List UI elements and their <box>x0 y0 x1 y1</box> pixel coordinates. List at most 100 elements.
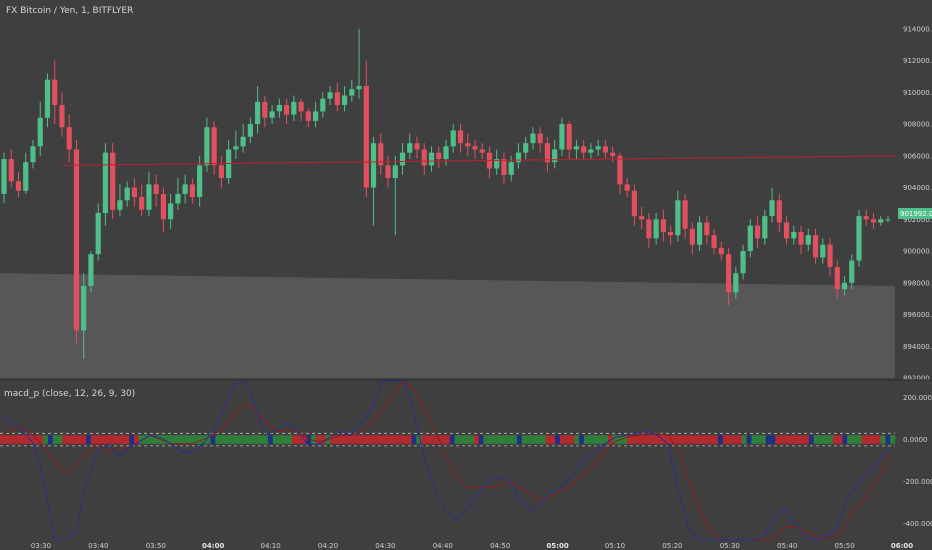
strip-segment <box>368 435 374 444</box>
price-tick-label: 914000.00 <box>903 25 932 33</box>
candle-down <box>59 105 65 128</box>
strip-segment <box>799 435 805 444</box>
strip-segment <box>330 435 336 444</box>
price-tick-label: 894000.00 <box>903 343 932 351</box>
strip-segment <box>492 435 499 444</box>
strip-segment <box>847 435 853 444</box>
time-tick-label: 03:40 <box>88 542 108 550</box>
strip-segment <box>693 435 700 444</box>
strip-segment <box>129 435 135 444</box>
strip-segment <box>71 435 77 444</box>
strip-segment <box>885 435 891 444</box>
strip-segment <box>387 435 393 444</box>
strip-segment <box>105 435 111 444</box>
time-tick-label: 04:40 <box>433 542 453 550</box>
strip-segment <box>23 435 30 444</box>
time-tick-label: 04:00 <box>202 542 224 550</box>
strip-segment <box>19 435 25 444</box>
strip-segment <box>153 435 159 444</box>
time-tick-label: 05:20 <box>662 542 682 550</box>
strip-segment <box>272 435 278 444</box>
strip-segment <box>851 435 858 444</box>
strip-segment <box>607 435 613 444</box>
strip-segment <box>564 435 570 444</box>
candle-up <box>117 200 123 210</box>
strip-segment <box>555 435 561 444</box>
candle-down <box>211 127 217 166</box>
candle-up <box>769 200 775 217</box>
candle-down <box>218 165 224 179</box>
candle-up <box>240 136 246 147</box>
time-tick-label: 05:30 <box>720 542 740 550</box>
strip-segment <box>14 435 20 444</box>
strip-segment <box>574 435 580 444</box>
candle-down <box>610 152 616 156</box>
candle-up <box>733 273 739 293</box>
candle-up <box>291 101 297 115</box>
candle-up <box>81 285 87 331</box>
strip-segment <box>172 435 178 444</box>
time-axis: 03:30 03:40 03:50 04:00 04:10 04:20 04:30 04:40… <box>31 542 913 550</box>
strip-segment <box>488 435 494 444</box>
price-tick-label: 896000.00 <box>903 311 932 319</box>
candle-down <box>501 159 507 175</box>
macd-color-strip <box>0 435 896 444</box>
strip-segment <box>813 435 819 444</box>
candle-up <box>515 152 522 163</box>
strip-segment <box>196 435 202 444</box>
candle-down <box>298 101 304 112</box>
strip-segment <box>291 435 298 444</box>
candle-up <box>841 282 848 290</box>
strip-segment <box>339 435 345 444</box>
strip-segment <box>296 435 302 444</box>
strip-segment <box>320 435 326 444</box>
candle-up <box>428 152 435 166</box>
strip-segment <box>497 435 503 444</box>
strip-segment <box>674 435 680 444</box>
candle-down <box>624 184 630 191</box>
candle-down <box>8 159 14 182</box>
candle-down <box>863 216 869 220</box>
strip-segment <box>186 435 192 444</box>
strip-segment <box>540 435 546 444</box>
strip-segment <box>110 435 116 444</box>
strip-segment <box>550 435 556 444</box>
candle-down <box>798 232 804 245</box>
candle-down <box>131 187 138 198</box>
strip-segment <box>205 435 211 444</box>
strip-segment <box>177 435 183 444</box>
strip-segment <box>358 435 365 444</box>
time-tick-label: 03:50 <box>146 542 166 550</box>
candle-up <box>878 219 884 223</box>
time-tick-label: 05:00 <box>546 542 568 550</box>
strip-segment <box>440 435 446 444</box>
strip-segment <box>28 435 34 444</box>
candle-up <box>552 149 558 163</box>
candle-down <box>827 244 833 267</box>
strip-segment <box>248 435 254 444</box>
candle-up <box>392 165 398 179</box>
candle-up <box>653 219 659 239</box>
candle-down <box>189 184 195 198</box>
strip-segment <box>559 435 566 444</box>
strip-segment <box>373 435 379 444</box>
strip-segment <box>406 435 412 444</box>
strip-segment <box>832 435 838 444</box>
time-tick-label: 04:50 <box>490 542 510 550</box>
strip-segment <box>622 435 628 444</box>
macd-tick-label: -200.0000 <box>903 478 932 486</box>
strip-segment <box>167 435 173 444</box>
strip-segment <box>880 435 886 444</box>
candle-down <box>421 149 427 166</box>
strip-segment <box>827 435 834 444</box>
strip-segment <box>588 435 594 444</box>
strip-segment <box>143 435 149 444</box>
strip-segment <box>454 435 460 444</box>
candle-up <box>23 162 29 191</box>
strip-segment <box>780 435 786 444</box>
candle-up <box>407 143 413 153</box>
candle-up <box>573 146 580 150</box>
strip-segment <box>134 435 140 444</box>
current-price-badge <box>898 208 932 219</box>
